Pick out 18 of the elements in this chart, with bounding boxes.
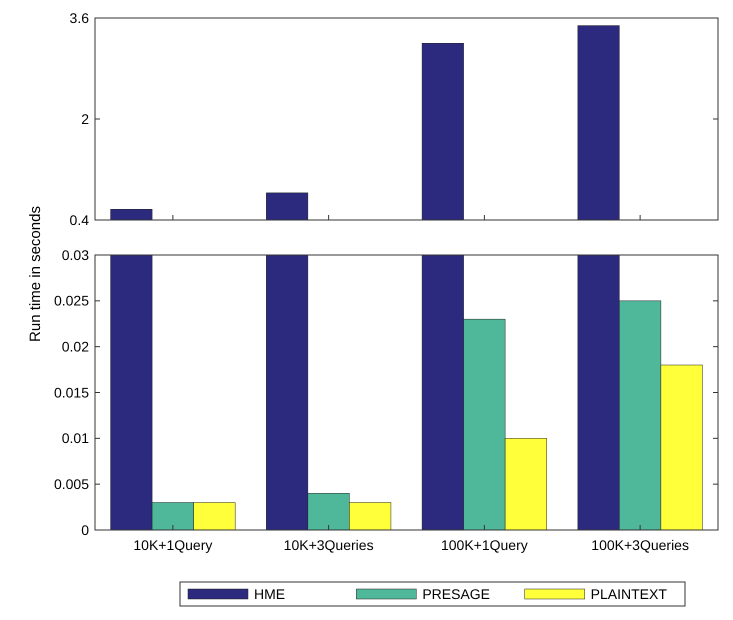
legend-label: PRESAGE xyxy=(422,586,490,602)
y-tick-label: 0.02 xyxy=(62,338,90,355)
y-tick-label: 0.025 xyxy=(54,292,90,309)
x-tick-label: 10K+1Query xyxy=(133,537,212,553)
y-tick-label: 0.03 xyxy=(62,246,90,263)
y-tick-label: 0.005 xyxy=(54,476,90,492)
y-tick-label: 0.015 xyxy=(54,384,90,400)
legend-label: PLAINTEXT xyxy=(590,586,668,602)
x-tick-label: 100K+1Query xyxy=(440,537,528,553)
legend-label: HME xyxy=(254,586,286,602)
y-tick-label: 0.4 xyxy=(70,212,90,228)
y-tick-label: 3.6 xyxy=(70,10,90,26)
x-tick-label: 10K+3Queries xyxy=(284,537,374,553)
y-axis-title: Run time in seconds xyxy=(27,206,44,342)
y-tick-label: 0 xyxy=(81,522,90,538)
x-tick-label: 100K+3Queries xyxy=(591,537,689,553)
y-tick-label: 2 xyxy=(81,110,90,127)
y-tick-label: 0.01 xyxy=(62,430,90,446)
